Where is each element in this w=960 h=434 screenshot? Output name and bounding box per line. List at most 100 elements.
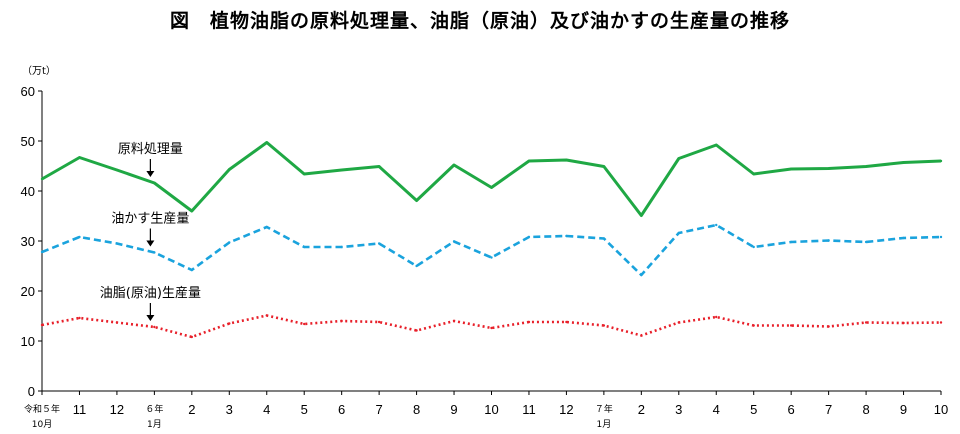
series-1-point [789, 240, 793, 244]
y-axis-ticks: 0 10 20 30 40 50 60 [21, 84, 42, 399]
series-2-point [602, 324, 606, 327]
series-2-point [265, 314, 268, 317]
series-0-point [303, 172, 306, 176]
series-0-point [939, 159, 943, 163]
x-tick-label: 3 [675, 402, 682, 417]
x-tick-label: 令和５年 [24, 403, 60, 415]
series-2-point [939, 321, 943, 324]
x-tick-label: 9 [450, 402, 457, 417]
series-0-point [490, 186, 493, 189]
series-2-point [340, 319, 343, 323]
series-1-point [415, 264, 418, 268]
x-tick-label: 5 [750, 402, 757, 417]
series-2-point [677, 321, 680, 324]
series-2-point [864, 321, 868, 324]
series-0-point [640, 214, 643, 217]
series-0-point [340, 168, 343, 172]
x-tick-label: 4 [263, 402, 270, 417]
series-2-point [78, 316, 81, 320]
annotation-arrow-head [146, 315, 155, 321]
series-0-point [153, 181, 156, 185]
series-2-point [715, 315, 718, 319]
x-tick-label: 11 [522, 402, 536, 417]
annotation-arrow-head [146, 240, 155, 247]
series-2-point [303, 322, 306, 326]
x-tick-label: 7 [825, 402, 832, 417]
series-1-point [565, 234, 568, 238]
series-2-point [452, 319, 456, 323]
x-tick-label: 6 [788, 402, 795, 417]
series-0-point [377, 165, 381, 168]
y-tick-label: 40 [21, 184, 35, 199]
series-0-point [228, 168, 231, 171]
series-1-point [490, 256, 493, 259]
series-1-point [377, 242, 381, 245]
y-axis-unit-label: （万t） [22, 65, 56, 77]
series-1-point [939, 235, 943, 239]
series-2-point [527, 320, 531, 324]
series-0-point [752, 172, 755, 176]
series-1-point [715, 223, 718, 227]
series-2-point [640, 334, 643, 337]
series-1-point [228, 241, 231, 244]
series-0-point [40, 177, 44, 181]
chart-title: 図 植物油脂の原料処理量、油脂（原油）及び油かすの生産量の推移 [169, 10, 790, 32]
x-tick-label: 4 [713, 402, 720, 417]
x-tick-label: 12 [559, 402, 573, 417]
series-0-point [78, 156, 81, 159]
x-tick-label: 6 [338, 402, 345, 417]
series-lines [40, 141, 943, 339]
y-tick-label: 60 [21, 84, 35, 99]
series-2-point [752, 324, 755, 327]
x-axis-ticks: 令和５年 10月 11 12 ６年 1月 2 3 4 5 6 7 8 9 10 11 12 ７年 1月 2 3 4 5 6 7 8… [24, 391, 948, 430]
series-1-point [640, 273, 643, 277]
series-0-point [115, 168, 119, 172]
series-2-point [789, 324, 793, 327]
annotation-arrow-head [146, 171, 155, 177]
series-0-point [415, 199, 418, 202]
series-label-0: 原料処理量 [118, 142, 183, 157]
y-tick-label: 50 [21, 134, 35, 149]
x-tick-sublabel: 10月 [32, 419, 52, 430]
series-1-point [303, 245, 306, 249]
series-0-point [789, 167, 793, 171]
series-1-point [827, 239, 830, 242]
series-line-1 [41, 223, 942, 277]
x-tick-label: 10 [934, 402, 948, 417]
x-tick-label: 11 [73, 402, 87, 417]
series-0-point [902, 161, 905, 164]
y-tick-label: 20 [21, 284, 35, 299]
series-1-point [864, 240, 868, 244]
series-1-point [115, 242, 119, 245]
series-1-point [40, 250, 44, 254]
x-tick-label: 12 [110, 402, 124, 417]
series-1-point [452, 240, 456, 243]
series-1-point [527, 235, 531, 239]
series-0-point [677, 157, 680, 160]
series-label-1: 油かす生産量 [111, 211, 189, 227]
series-2-point [153, 325, 156, 329]
x-tick-label: 3 [226, 402, 233, 417]
series-1-point [902, 236, 905, 240]
series-1-point [602, 237, 606, 240]
series-2-point [490, 326, 493, 330]
series-1-point [752, 245, 755, 249]
series-1-point [677, 231, 680, 235]
series-1-point [78, 235, 81, 239]
series-2-point [377, 320, 381, 324]
series-2-point [565, 320, 568, 324]
y-tick-label: 30 [21, 234, 35, 249]
series-0-point [715, 143, 718, 147]
series-1-point [190, 268, 194, 272]
series-2-point [827, 325, 830, 328]
x-tick-label: 2 [188, 402, 195, 417]
x-tick-label: ６年 [145, 403, 163, 415]
x-tick-label: 8 [862, 402, 869, 417]
series-0-point [452, 163, 456, 167]
x-tick-label: 7 [376, 402, 383, 417]
x-tick-sublabel: 1月 [147, 419, 162, 430]
series-label-2: 油脂(原油)生産量 [100, 285, 201, 301]
y-tick-label: 0 [28, 384, 35, 399]
series-2-point [228, 322, 231, 325]
